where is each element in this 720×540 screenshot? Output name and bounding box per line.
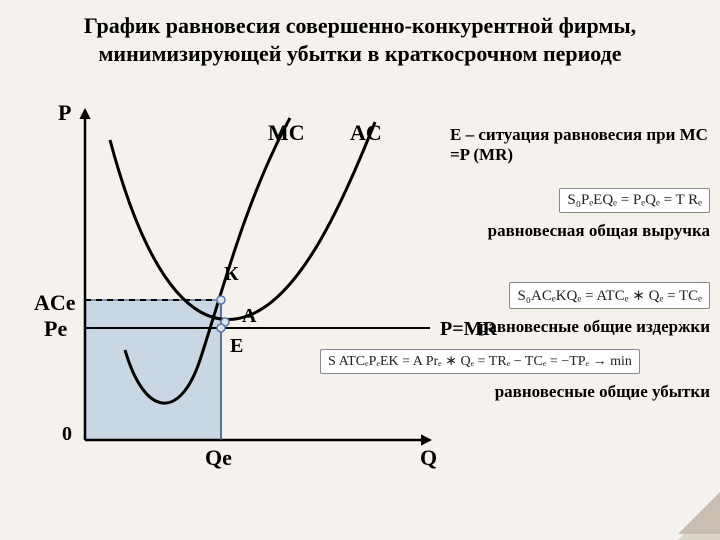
svg-text:E: E [230,335,243,357]
note-e: E – ситуация равновесия при MC =P (MR) [450,125,710,166]
formula-2: S₀ACₑKQₑ = ATCₑ ∗ Qₑ = TCₑ [509,282,710,309]
caption-1: равновесная общая выручка [450,221,710,241]
svg-text:К: К [224,263,239,285]
svg-text:ACе: ACе [34,290,76,315]
caption-3: равновесные общие убытки [450,382,710,402]
slide-title: График равновесия совершенно-конкурентно… [0,0,720,67]
page-curl [678,498,720,540]
svg-text:A: A [242,305,257,327]
chart: P ACеPе 0 Qе Q MC AC КAE [30,100,460,520]
svg-text:Pе: Pе [44,316,67,341]
svg-text:Qе: Qе [205,445,232,470]
svg-text:MC: MC [268,120,305,145]
svg-text:P: P [58,100,71,125]
svg-text:AC: AC [350,120,382,145]
formula-3: S ATCₑPₑEK = A Prₑ ∗ Qₑ = TRₑ − TCₑ = −T… [320,349,640,374]
svg-text:0: 0 [62,423,72,445]
econ-diagram: P ACеPе 0 Qе Q MC AC КAE [30,100,460,500]
svg-text:Q: Q [420,445,437,470]
formula-1: S₀PₑEQₑ = PₑQₑ = T Rₑ [559,188,710,213]
caption-2: равновесные общие издержки [450,317,710,337]
right-column: E – ситуация равновесия при MC =P (MR) S… [450,125,710,407]
